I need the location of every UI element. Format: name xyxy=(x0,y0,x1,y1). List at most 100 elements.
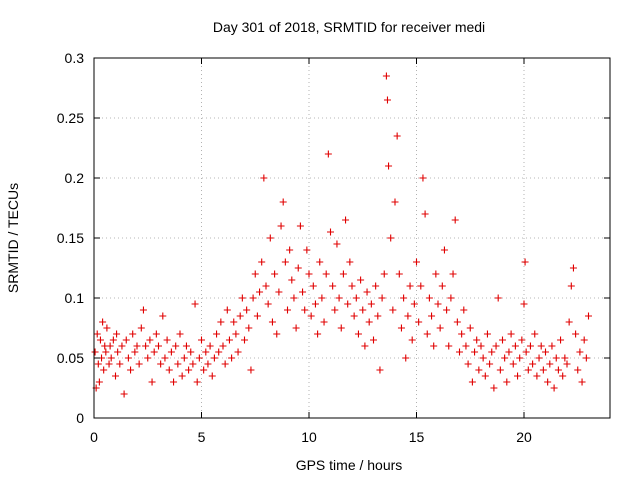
data-point xyxy=(193,378,201,386)
data-point xyxy=(172,342,180,350)
x-tick-label: 5 xyxy=(198,429,206,445)
data-point xyxy=(281,258,289,266)
data-point xyxy=(475,366,483,374)
data-point xyxy=(290,294,298,302)
data-point xyxy=(161,354,169,362)
data-point xyxy=(374,312,382,320)
data-point xyxy=(574,366,582,374)
data-point xyxy=(198,336,205,344)
data-point xyxy=(215,348,223,356)
data-point xyxy=(456,348,463,356)
data-point xyxy=(178,372,186,380)
data-point xyxy=(521,258,529,266)
data-point xyxy=(438,282,446,290)
x-axis-label: GPS time / hours xyxy=(296,457,403,473)
data-point xyxy=(150,348,158,356)
data-point xyxy=(458,330,466,338)
data-point xyxy=(514,372,522,380)
data-point xyxy=(170,378,178,386)
data-point xyxy=(107,354,115,362)
data-point xyxy=(324,150,332,158)
data-point xyxy=(189,360,197,368)
y-tick-label: 0.15 xyxy=(57,230,84,246)
data-point xyxy=(176,330,184,338)
data-point xyxy=(210,354,218,362)
data-point xyxy=(277,222,285,230)
data-point xyxy=(273,330,281,338)
data-point xyxy=(268,318,276,326)
data-point xyxy=(443,306,451,314)
x-tick-label: 20 xyxy=(516,429,532,445)
data-point xyxy=(445,342,453,350)
data-point xyxy=(387,234,395,242)
data-point xyxy=(114,348,122,356)
data-point xyxy=(157,360,165,368)
data-point xyxy=(385,162,393,170)
data-point xyxy=(95,378,103,386)
data-point xyxy=(354,330,362,338)
data-point xyxy=(503,378,511,386)
data-point xyxy=(228,354,236,362)
data-point xyxy=(100,366,108,374)
data-point xyxy=(550,384,558,392)
data-point xyxy=(402,354,410,362)
data-point xyxy=(410,300,418,308)
data-point xyxy=(391,198,399,206)
data-point xyxy=(200,366,208,374)
x-tick-label: 15 xyxy=(409,429,425,445)
data-point xyxy=(382,72,390,80)
data-point xyxy=(522,348,530,356)
x-tick-label: 0 xyxy=(90,429,98,445)
data-point xyxy=(94,360,102,368)
data-point xyxy=(372,282,380,290)
data-point xyxy=(112,372,119,380)
data-point xyxy=(318,294,326,302)
data-point xyxy=(423,330,431,338)
data-point xyxy=(275,288,283,296)
data-point xyxy=(262,282,270,290)
data-point xyxy=(350,312,358,320)
data-point xyxy=(395,270,403,278)
data-point xyxy=(447,294,455,302)
data-point xyxy=(432,270,440,278)
data-point xyxy=(213,330,221,338)
data-point xyxy=(567,282,575,290)
data-point xyxy=(331,306,339,314)
data-point xyxy=(146,336,154,344)
data-point xyxy=(483,330,491,338)
x-tick-label: 10 xyxy=(301,429,317,445)
data-point xyxy=(524,366,532,374)
data-point xyxy=(507,330,515,338)
data-point xyxy=(225,336,233,344)
data-point xyxy=(352,294,360,302)
data-point xyxy=(393,132,401,140)
data-point xyxy=(578,378,586,386)
data-point xyxy=(440,246,448,254)
data-point xyxy=(531,330,539,338)
data-point xyxy=(195,354,203,362)
data-point xyxy=(202,348,210,356)
data-point xyxy=(230,318,238,326)
data-point xyxy=(137,324,145,332)
data-point xyxy=(284,306,291,314)
data-point xyxy=(185,366,193,374)
data-point xyxy=(473,336,481,344)
data-point xyxy=(370,336,377,344)
data-point xyxy=(113,330,121,338)
data-point xyxy=(144,354,152,362)
data-point xyxy=(376,366,384,374)
data-point xyxy=(378,294,386,302)
data-point xyxy=(320,318,328,326)
data-point xyxy=(539,366,547,374)
data-point xyxy=(129,330,137,338)
data-point xyxy=(118,342,126,350)
data-point xyxy=(346,258,354,266)
data-point xyxy=(542,348,549,356)
data-point xyxy=(413,258,420,266)
data-point xyxy=(266,234,274,242)
data-point xyxy=(361,342,369,350)
data-point xyxy=(486,360,494,368)
data-point xyxy=(582,354,590,362)
